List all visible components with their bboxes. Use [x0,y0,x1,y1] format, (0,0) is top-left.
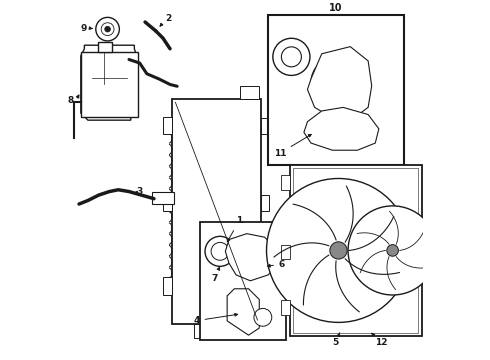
Bar [152,192,173,204]
Text: 5: 5 [333,333,340,347]
Circle shape [267,179,411,323]
Bar [281,175,290,190]
Text: 11: 11 [273,134,311,158]
Bar [194,324,217,338]
Circle shape [331,77,342,88]
Bar [290,165,422,336]
Bar [293,168,418,333]
Polygon shape [81,45,138,120]
Circle shape [387,245,398,256]
Polygon shape [304,107,379,150]
Circle shape [248,259,264,274]
Bar [221,324,239,338]
Bar [200,222,286,340]
Bar [261,118,269,134]
Text: 8: 8 [68,96,74,105]
Bar [261,279,269,295]
Circle shape [254,309,272,326]
Text: 3: 3 [137,187,143,196]
Bar [163,117,172,134]
Bar [281,245,290,259]
Bar [163,193,172,211]
Polygon shape [307,47,372,118]
Text: 4: 4 [193,314,238,325]
Text: 9: 9 [80,23,87,32]
Bar [281,300,290,315]
Circle shape [322,68,350,96]
Circle shape [251,262,260,271]
Circle shape [105,26,110,32]
Text: 10: 10 [329,3,343,13]
Circle shape [96,17,120,41]
Bar [98,42,112,52]
Circle shape [311,57,361,107]
Circle shape [273,38,310,75]
Bar [261,195,269,211]
Bar [81,52,138,117]
Circle shape [330,242,347,259]
Text: 2: 2 [165,14,172,23]
Bar [172,99,261,324]
Text: 7: 7 [211,267,220,283]
Polygon shape [227,289,259,335]
Circle shape [211,242,229,260]
Bar [163,277,172,295]
Text: 1: 1 [227,216,243,242]
Bar [268,15,404,165]
Text: 6: 6 [268,260,285,269]
Bar [240,86,259,99]
Circle shape [205,237,235,266]
Text: 12: 12 [371,333,388,347]
Polygon shape [225,234,279,281]
Circle shape [348,206,437,295]
